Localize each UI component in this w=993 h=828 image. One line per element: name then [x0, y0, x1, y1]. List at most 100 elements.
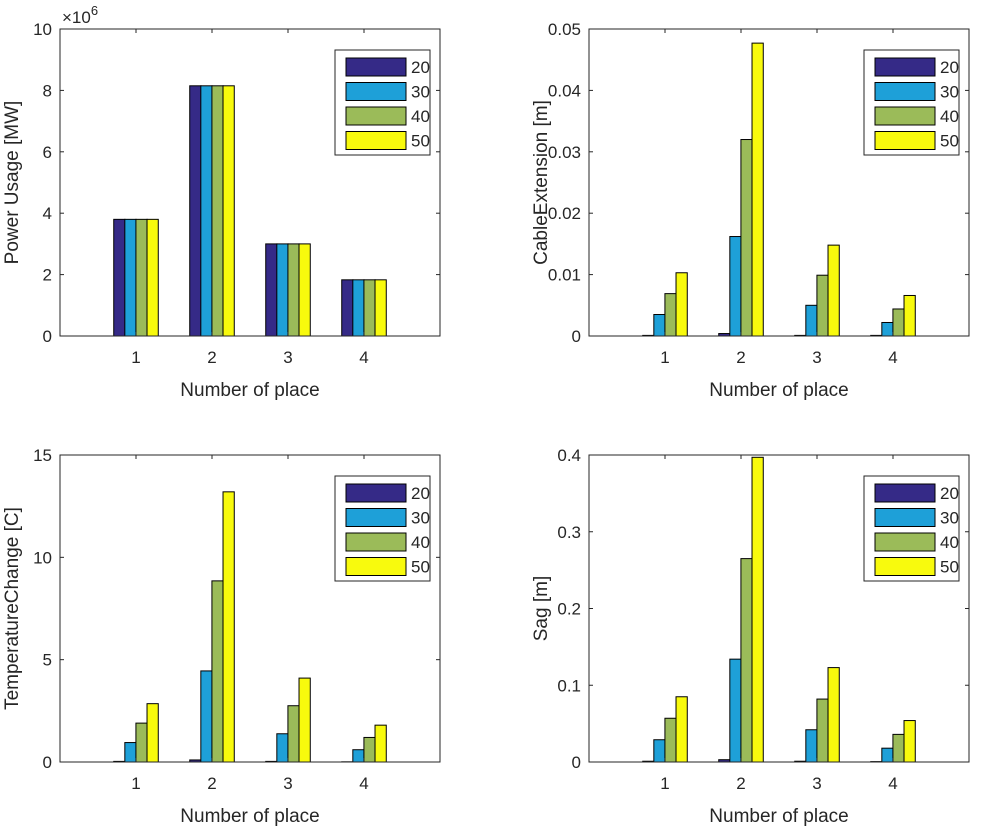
legend-swatch-40: [345, 106, 407, 126]
bar-series-20-place-1: [113, 218, 126, 337]
legend: 20 30 40 50: [334, 49, 431, 156]
x-tick-label: 2: [207, 774, 216, 793]
x-axis-label: Number of place: [709, 380, 848, 401]
axes-box: [59, 28, 441, 337]
y-tick-label: 0.04: [548, 81, 581, 100]
y-axis-label: Power Usage [MW]: [2, 101, 23, 265]
x-tick-label: 1: [660, 774, 669, 793]
bar-series-50-place-3: [298, 677, 311, 763]
y-axis-label: CableExtension [m]: [531, 100, 552, 265]
bar-series-30-place-2: [200, 85, 213, 337]
legend-label: 50: [411, 558, 430, 577]
x-tick-label: 4: [888, 774, 897, 793]
bar-series-40-place-1: [664, 293, 677, 337]
y-tick-label: 0.3: [557, 523, 581, 542]
bar-series-50-place-4: [903, 720, 916, 763]
bar-series-50-place-4: [374, 724, 387, 763]
legend-swatch-30: [874, 82, 936, 101]
legend-swatch-50: [874, 131, 936, 150]
x-tick-label: 4: [888, 348, 897, 367]
bar-series-40-place-1: [135, 722, 148, 763]
x-tick-label: 3: [283, 348, 292, 367]
y-tick-label: 0.03: [548, 143, 581, 162]
legend-label: 30: [411, 509, 430, 528]
bar-series-30-place-2: [729, 236, 742, 337]
chart-panel-2: 0 0.01 0.02 0.03 0.04 0.05 1 2 3 4 Number of place…: [531, 20, 970, 401]
legend-swatch-20: [874, 57, 936, 77]
legend-swatch-50: [345, 131, 407, 150]
y-tick-label: 6: [43, 143, 52, 162]
y-tick-label: 10: [33, 20, 52, 39]
y-tick-label: 10: [33, 548, 52, 567]
y-tick-label: 0.02: [548, 204, 581, 223]
x-tick-label: 2: [736, 774, 745, 793]
bar-series-50-place-3: [827, 667, 840, 763]
bar-series-40-place-2: [740, 139, 753, 337]
y-tick-label: 0: [43, 753, 52, 772]
bar-series-40-place-3: [816, 274, 829, 337]
y-tick-label: 8: [43, 81, 52, 100]
bar-series-20-place-2: [189, 85, 202, 337]
bar-series-50-place-1: [146, 703, 159, 763]
bar-series-40-place-3: [816, 698, 829, 763]
legend: 20 30 40 50: [334, 475, 431, 582]
legend-label: 20: [411, 58, 430, 77]
bar-series-30-place-1: [653, 314, 666, 337]
legend-swatch-20: [345, 57, 407, 77]
legend-label: 40: [940, 107, 959, 126]
legend-label: 50: [940, 132, 959, 151]
x-tick-label: 3: [283, 774, 292, 793]
bar-series-30-place-2: [200, 670, 213, 763]
bar-series-30-place-4: [881, 747, 894, 763]
bar-series-50-place-1: [146, 218, 159, 337]
legend-swatch-20: [345, 483, 407, 503]
bar-series-50-place-2: [751, 42, 764, 337]
bar-series-30-place-1: [653, 739, 666, 763]
y-tick-label: 15: [33, 446, 52, 465]
bar-series-50-place-3: [827, 244, 840, 337]
legend-label: 30: [940, 83, 959, 102]
legend-label: 20: [411, 484, 430, 503]
legend-swatch-20: [874, 483, 936, 503]
y-tick-label: 2: [43, 266, 52, 285]
legend-label: 20: [940, 58, 959, 77]
bar-series-50-place-1: [675, 272, 688, 337]
bar-series-40-place-4: [363, 279, 376, 337]
bar-series-40-place-2: [740, 558, 753, 763]
axes-box: [59, 454, 441, 763]
legend: 20 30 40 50: [863, 475, 960, 582]
bar-series-40-place-1: [135, 218, 148, 337]
axes-box: [588, 28, 970, 337]
y-tick-label: 0.4: [557, 446, 581, 465]
chart-panel-3: 0 5 10 15 1 2 3 4 Number of place TemperatureChan…: [2, 446, 441, 827]
bar-series-40-place-2: [211, 580, 224, 763]
x-axis-label: Number of place: [180, 806, 319, 827]
legend-swatch-30: [345, 508, 407, 527]
legend-swatch-40: [874, 106, 936, 126]
y-axis-label: TemperatureChange [C]: [2, 507, 23, 710]
legend-label: 20: [940, 484, 959, 503]
bar-series-50-place-2: [222, 85, 235, 337]
bar-series-50-place-4: [903, 294, 916, 337]
x-tick-label: 2: [736, 348, 745, 367]
legend-swatch-30: [874, 508, 936, 527]
x-tick-label: 4: [359, 348, 368, 367]
legend-swatch-40: [874, 532, 936, 552]
bar-series-40-place-1: [664, 717, 677, 763]
x-axis-label: Number of place: [180, 380, 319, 401]
bar-series-40-place-3: [287, 705, 300, 763]
y-tick-label: 5: [43, 651, 52, 670]
legend-label: 30: [411, 83, 430, 102]
bar-series-30-place-1: [124, 218, 137, 337]
bar-series-40-place-2: [211, 85, 224, 337]
x-tick-label: 4: [359, 774, 368, 793]
chart-panel-4: 0 0.1 0.2 0.3 0.4 1 2 3 4 Number of place Sag [m] 2…: [531, 446, 970, 827]
legend-swatch-50: [345, 557, 407, 576]
bar-series-30-place-3: [276, 243, 289, 337]
legend-label: 40: [411, 107, 430, 126]
y-tick-label: 0.05: [548, 20, 581, 39]
bar-series-50-place-2: [751, 456, 764, 763]
x-tick-label: 3: [812, 774, 821, 793]
